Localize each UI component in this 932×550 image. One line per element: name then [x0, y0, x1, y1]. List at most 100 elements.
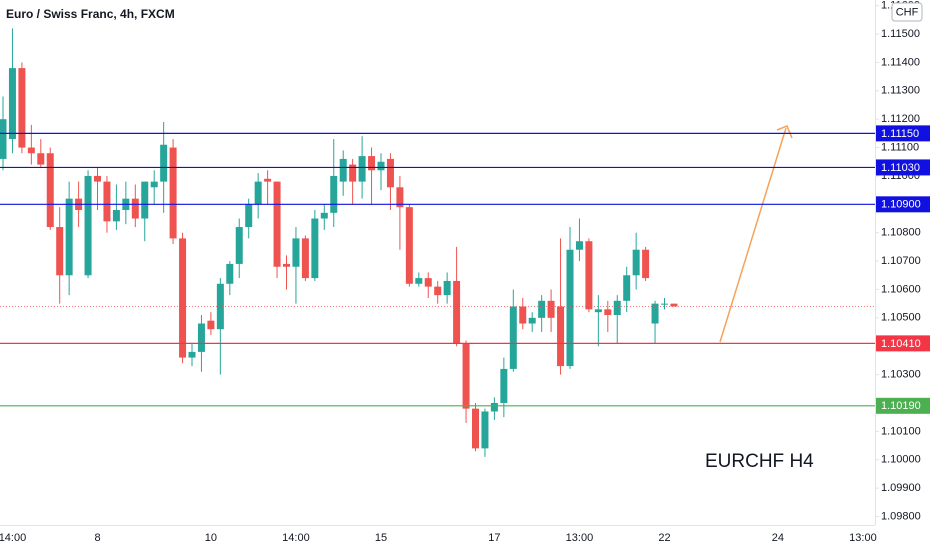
arrow-head [776, 125, 793, 139]
level-label: 1.10190 [881, 400, 921, 412]
candle-body [547, 300, 555, 318]
candle [528, 312, 536, 333]
x-tick-label: 22 [658, 532, 670, 544]
candle [396, 175, 404, 250]
candle [112, 184, 120, 230]
candle [434, 280, 442, 304]
candle-body [46, 153, 54, 228]
candle [349, 158, 357, 205]
level-label: 1.11150 [881, 128, 919, 140]
candle-body [301, 238, 309, 279]
y-tick-label: 1.10700 [881, 255, 921, 267]
candle-body [103, 181, 111, 222]
candle [538, 295, 546, 333]
level-label-box [876, 159, 930, 176]
candle-body [481, 411, 489, 449]
candle [623, 266, 631, 313]
candle [566, 227, 574, 369]
candle-body [131, 198, 139, 219]
candle-body [566, 249, 574, 367]
candle [311, 210, 319, 281]
level-label-box [876, 125, 930, 142]
candle [226, 261, 234, 296]
candle-body [273, 181, 281, 267]
candle-body [500, 368, 508, 403]
candle-body [424, 278, 432, 287]
candle-body [538, 300, 546, 318]
candle-body [405, 207, 413, 284]
candle-body [670, 303, 678, 307]
candle-body [509, 306, 517, 369]
candle [18, 62, 26, 154]
candle-body [349, 164, 357, 182]
candle-body [226, 263, 234, 284]
candle-body [472, 408, 479, 449]
candle-body [320, 212, 328, 219]
candle-body [84, 175, 92, 276]
candle-body [528, 317, 536, 324]
candle [216, 278, 224, 375]
candle [519, 297, 527, 330]
candle [320, 204, 328, 230]
candle [254, 173, 262, 219]
currency-box [891, 2, 923, 22]
level-label-box [876, 335, 930, 352]
candle-body [141, 181, 149, 219]
y-tick-label: 1.09900 [881, 482, 921, 494]
candle-body [27, 147, 35, 154]
candle [207, 312, 215, 335]
candle-body [8, 68, 16, 140]
candle-body [396, 187, 404, 208]
level-label-box [876, 397, 930, 414]
candle-body [0, 119, 7, 159]
candle-body [112, 210, 120, 222]
candle [632, 232, 640, 290]
y-tick-label: 1.10100 [881, 425, 921, 437]
candle-body [235, 227, 243, 264]
candle [377, 153, 385, 191]
annotation: EURCHF H4 [705, 451, 814, 472]
candle-body [160, 144, 168, 182]
candle-body [594, 309, 602, 313]
projection-arrow [719, 127, 787, 343]
candle [453, 246, 461, 347]
candle-body [169, 147, 177, 239]
candle [642, 246, 650, 281]
x-tick-label: 13:00 [849, 532, 877, 544]
candle [585, 238, 593, 313]
candle-body [216, 283, 224, 330]
y-tick-label: 1.11300 [881, 85, 920, 97]
candle-body [18, 68, 26, 148]
candle [292, 227, 300, 304]
candle [481, 408, 489, 457]
candle-body [150, 181, 158, 188]
candle [65, 181, 73, 296]
candle [604, 300, 612, 333]
candle [500, 357, 508, 418]
candle [386, 153, 394, 210]
y-tick-label: 1.10300 [881, 369, 921, 381]
candle [27, 124, 35, 165]
y-tick-label: 1.10000 [881, 454, 921, 466]
candle-body [339, 158, 347, 182]
candle [547, 289, 555, 333]
candle-body [661, 303, 668, 305]
candle [283, 255, 290, 290]
candle [490, 397, 498, 420]
y-tick-label: 1.11500 [881, 28, 920, 40]
x-tick-label: 24 [772, 532, 784, 544]
candle-body [585, 241, 593, 310]
candle [670, 303, 678, 307]
candle-body [330, 175, 338, 213]
candle [613, 295, 621, 344]
candle-body [283, 263, 290, 267]
candle-body [94, 175, 101, 182]
candle [424, 272, 432, 298]
candle-body [613, 300, 621, 315]
candle-body [443, 280, 451, 296]
candle [661, 297, 668, 310]
x-tick-label: 13:00 [566, 532, 594, 544]
y-tick-label: 1.11100 [881, 141, 919, 153]
